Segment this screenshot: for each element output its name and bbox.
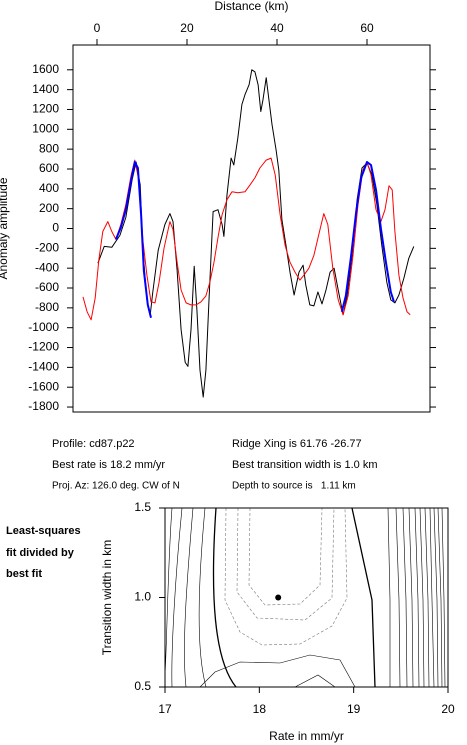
y-axis-title: Anomaly amplitude (0, 177, 10, 279)
x-tick-label: 17 (158, 702, 172, 716)
y-tick-label: -800 (35, 300, 59, 314)
y-tick-label: 1.0 (134, 590, 151, 604)
y-tick-label: -600 (35, 280, 59, 294)
y-tick-label: -1200 (28, 340, 59, 354)
plot-frame (72, 44, 431, 413)
x-tick-label: 40 (270, 21, 284, 35)
data-line (97, 69, 415, 398)
y-tick-label: -1400 (28, 360, 59, 374)
y-tick-label: 800 (39, 141, 59, 155)
x-tick-label: 20 (441, 702, 455, 716)
data-line (114, 161, 395, 319)
y-tick-label: 0 (52, 221, 59, 235)
info-text: Best rate is 18.2 mm/yr (52, 459, 165, 471)
side-label: best fit (6, 568, 42, 580)
info-text: Best transition width is 1.0 km (232, 459, 378, 471)
x-axis-title: Rate in mm/yr (269, 729, 344, 743)
y-tick-label: 1.5 (134, 500, 151, 514)
x-tick-label: 0 (94, 21, 101, 35)
y-tick-label: 400 (39, 181, 59, 195)
y-tick-label: 600 (39, 161, 59, 175)
x-tick-label: 60 (360, 21, 374, 35)
y-tick-label: -400 (35, 260, 59, 274)
contours (164, 507, 446, 688)
y-axis-title: Transition width in km (100, 540, 114, 656)
y-tick-label: 1600 (32, 62, 59, 76)
x-tick-label: 20 (180, 21, 194, 35)
x-tick-label: 18 (253, 702, 267, 716)
side-label: Least-squares (6, 525, 81, 537)
info-text: Depth to source is 1.11 km (232, 481, 356, 492)
data-point (275, 594, 282, 601)
x-axis-title: Distance (km) (214, 0, 288, 13)
y-tick-label: -1000 (28, 320, 59, 334)
y-tick-label: 200 (39, 201, 59, 215)
info-text: Ridge Xing is 61.76 -26.77 (232, 438, 362, 450)
data-line (82, 157, 411, 321)
y-tick-label: -1600 (28, 379, 59, 393)
y-tick-label: 1000 (32, 121, 59, 135)
y-tick-label: 1200 (32, 102, 59, 116)
y-tick-label: 1400 (32, 82, 59, 96)
y-tick-label: 0.5 (134, 679, 151, 693)
info-text: Profile: cd87.p22 (52, 438, 135, 450)
y-tick-label: -200 (35, 241, 59, 255)
side-label: fit divided by (6, 547, 75, 559)
x-tick-label: 19 (347, 702, 361, 716)
info-text: Proj. Az: 126.0 deg. CW of N (52, 481, 180, 492)
y-tick-label: -1800 (28, 399, 59, 413)
